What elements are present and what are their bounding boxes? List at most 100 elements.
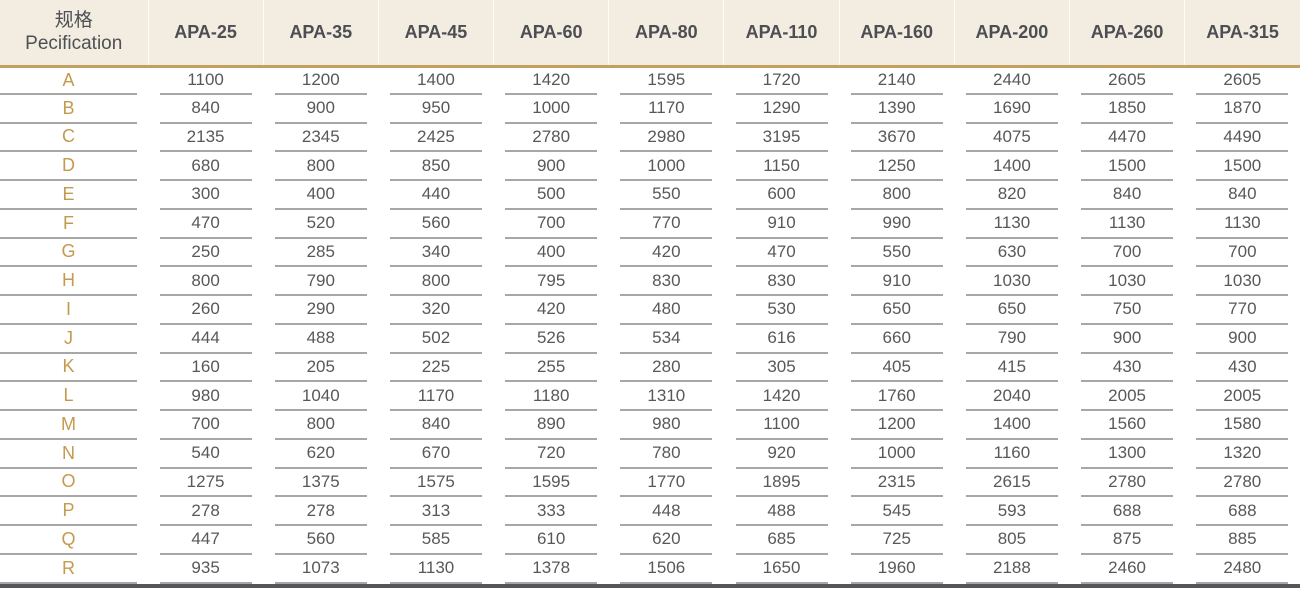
table-cell: 670 — [378, 440, 493, 469]
table-cell: 1030 — [954, 267, 1069, 296]
table-cell: 500 — [494, 181, 609, 210]
table-cell: 990 — [839, 210, 954, 239]
cell-value: 1170 — [620, 95, 713, 124]
cell-value: 1595 — [505, 469, 598, 498]
table-cell: 530 — [724, 296, 839, 325]
table-cell: 225 — [378, 354, 493, 383]
row-label-text: M — [0, 411, 137, 440]
table-cell: 688 — [1070, 497, 1185, 526]
cell-value: 1400 — [965, 411, 1058, 440]
corner-header-en: Pecification — [25, 33, 123, 55]
cell-value: 830 — [620, 267, 713, 296]
cell-value: 1200 — [274, 68, 367, 95]
table-cell: 550 — [609, 181, 724, 210]
row-label-text: J — [0, 325, 137, 354]
cell-value: 550 — [850, 239, 943, 268]
table-cell: 790 — [263, 267, 378, 296]
table-row-q: Q 447 560 585 610 620 685 725 805 875 885 — [0, 526, 1300, 555]
column-header-apa-315: APA-315 — [1184, 0, 1300, 68]
cell-value: 1500 — [1196, 152, 1289, 181]
table-cell: 840 — [1185, 181, 1300, 210]
cell-value: 616 — [735, 325, 828, 354]
cell-value: 800 — [850, 181, 943, 210]
table-cell: 1595 — [609, 66, 724, 95]
table-cell: 1170 — [609, 95, 724, 124]
table-row-g: G 250 285 340 400 420 470 550 630 700 700 — [0, 239, 1300, 268]
table-cell: 2140 — [839, 66, 954, 95]
corner-header-zh: 规格 — [54, 9, 93, 31]
cell-value: 720 — [505, 440, 598, 469]
table-row-f: F 470 520 560 700 770 910 990 1130 1130 1130 — [0, 210, 1300, 239]
cell-value: 520 — [274, 210, 367, 239]
cell-value: 1200 — [850, 411, 943, 440]
row-label-text: B — [0, 95, 137, 124]
column-header-row: 规格 Pecification APA-25 APA-35 APA-45 APA-60… — [0, 0, 1300, 68]
table-cell: 800 — [263, 411, 378, 440]
cell-value: 1760 — [850, 382, 943, 411]
cell-value: 800 — [389, 267, 482, 296]
table-cell: 830 — [609, 267, 724, 296]
cell-value: 2780 — [505, 124, 598, 153]
table-cell: 890 — [494, 411, 609, 440]
cell-value: 1130 — [1081, 210, 1174, 239]
table-row-n: N 540 620 670 720 780 920 1000 1160 1300 1320 — [0, 440, 1300, 469]
cell-value: 950 — [389, 95, 482, 124]
table-cell: 820 — [954, 181, 1069, 210]
table-cell: 630 — [954, 239, 1069, 268]
cell-value: 480 — [620, 296, 713, 325]
cell-value: 885 — [1196, 526, 1289, 555]
table-cell: 480 — [609, 296, 724, 325]
table-cell: 770 — [1185, 296, 1300, 325]
table-cell: 1320 — [1185, 440, 1300, 469]
cell-value: 1290 — [735, 95, 828, 124]
cell-value: 255 — [505, 354, 598, 383]
cell-value: 550 — [620, 181, 713, 210]
row-label: F — [0, 210, 148, 239]
cell-value: 530 — [735, 296, 828, 325]
cell-value: 688 — [1196, 497, 1289, 526]
cell-value: 875 — [1081, 526, 1174, 555]
row-label-text: C — [0, 124, 137, 153]
row-label: D — [0, 152, 148, 181]
table-row-i: I 260 290 320 420 480 530 650 650 750 770 — [0, 296, 1300, 325]
cell-value: 1375 — [274, 469, 367, 498]
table-cell: 1400 — [954, 411, 1069, 440]
cell-value: 488 — [274, 325, 367, 354]
cell-value: 1690 — [965, 95, 1058, 124]
table-cell: 805 — [954, 526, 1069, 555]
table-cell: 1130 — [378, 555, 493, 584]
table-cell: 340 — [378, 239, 493, 268]
table-cell: 160 — [148, 354, 263, 383]
table-cell: 400 — [263, 181, 378, 210]
table-cell: 255 — [494, 354, 609, 383]
table-cell: 280 — [609, 354, 724, 383]
table-row-c: C 2135 2345 2425 2780 2980 3195 3670 4075 4470 449… — [0, 124, 1300, 153]
cell-value: 1310 — [620, 382, 713, 411]
table-cell: 1130 — [954, 210, 1069, 239]
column-header-apa-110: APA-110 — [723, 0, 840, 68]
cell-value: 790 — [274, 267, 367, 296]
table-cell: 875 — [1070, 526, 1185, 555]
row-label: K — [0, 354, 148, 383]
table-cell: 840 — [1070, 181, 1185, 210]
cell-value: 1770 — [620, 469, 713, 498]
table-cell: 1200 — [263, 66, 378, 95]
table-cell: 900 — [1185, 325, 1300, 354]
table-cell: 560 — [263, 526, 378, 555]
table-cell: 1290 — [724, 95, 839, 124]
table-cell: 610 — [494, 526, 609, 555]
table-cell: 2040 — [954, 382, 1069, 411]
table-cell: 1960 — [839, 555, 954, 584]
table-cell: 420 — [494, 296, 609, 325]
cell-value: 620 — [274, 440, 367, 469]
cell-value: 780 — [620, 440, 713, 469]
cell-value: 660 — [850, 325, 943, 354]
cell-value: 2040 — [965, 382, 1058, 411]
row-label: M — [0, 411, 148, 440]
cell-value: 1180 — [505, 382, 598, 411]
table-cell: 1100 — [148, 66, 263, 95]
row-label: B — [0, 95, 148, 124]
cell-value: 1390 — [850, 95, 943, 124]
table-cell: 910 — [839, 267, 954, 296]
cell-value: 900 — [1081, 325, 1174, 354]
